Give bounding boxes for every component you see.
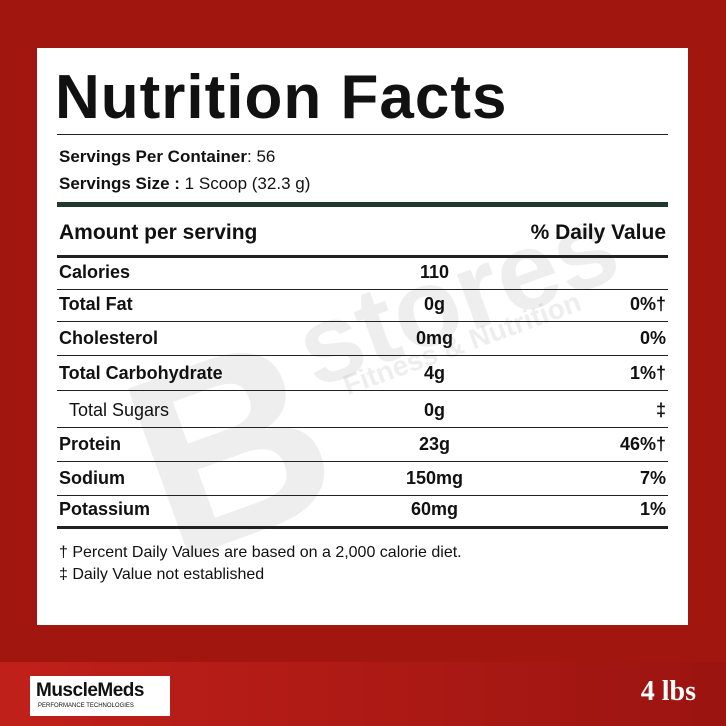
brand: MuscleMeds xyxy=(36,680,144,701)
daily-value: ‡ xyxy=(655,400,666,420)
nutrient-name: Sodium xyxy=(59,468,125,488)
rule xyxy=(57,526,668,529)
dv-header: % Daily Value xyxy=(530,221,666,244)
weight: 4 lbs xyxy=(640,676,696,707)
label: Servings Per Container xyxy=(59,147,248,166)
rule xyxy=(57,461,668,462)
nutrient-name: Total Fat xyxy=(59,294,133,314)
footnote: ‡ Daily Value not established xyxy=(59,566,265,583)
title: Nutrition Facts xyxy=(55,63,508,132)
thick-rule xyxy=(57,202,668,207)
footnote: † Percent Daily Values are based on a 2,… xyxy=(59,544,462,561)
label: Servings Size : xyxy=(59,174,180,193)
brand-logo: MuscleMeds PERFORMANCE TECHNOLOGIES xyxy=(30,676,170,716)
value: 1 Scoop (32.3 g) xyxy=(184,174,311,193)
label-panel: B stores Fitness & Nutrition Nutrition F… xyxy=(37,48,688,625)
nutrient-amount: 0g xyxy=(423,294,445,314)
daily-value: 46%† xyxy=(619,434,666,454)
daily-value: 1% xyxy=(639,499,666,519)
rule xyxy=(57,495,668,496)
daily-value: 1%† xyxy=(629,363,666,383)
value: : 56 xyxy=(247,147,276,166)
nutrient-name: Total Carbohydrate xyxy=(59,363,223,383)
rule xyxy=(57,321,668,322)
rule xyxy=(57,255,668,258)
serving-size: Servings Size : 1 Scoop (32.3 g) xyxy=(59,174,310,194)
rule xyxy=(57,390,668,391)
nutrient-amount: 0mg xyxy=(415,328,453,348)
rule xyxy=(57,355,668,356)
nutrient-amount: 110 xyxy=(419,262,450,282)
daily-value: 7% xyxy=(639,468,666,488)
daily-value: 0% xyxy=(639,328,666,348)
nutrient-amount: 60mg xyxy=(410,499,459,519)
rule xyxy=(57,289,668,290)
nutrient-amount: 150mg xyxy=(405,468,464,488)
nutrient-name: Calories xyxy=(59,262,131,282)
servings-per-container: Servings Per Container: 56 xyxy=(59,147,275,167)
nutrient-amount: 23g xyxy=(418,434,451,454)
nutrient-name: Cholesterol xyxy=(59,328,159,348)
nutrient-name: Potassium xyxy=(59,499,151,519)
nutrient-amount: 0g xyxy=(423,400,445,420)
daily-value: 0%† xyxy=(629,294,666,314)
brand-tagline: PERFORMANCE TECHNOLOGIES xyxy=(38,703,134,709)
rule xyxy=(57,427,668,428)
nutrient-amount: 4g xyxy=(423,363,445,383)
nutrient-name: Protein xyxy=(59,434,122,454)
amount-header: Amount per serving xyxy=(59,221,258,244)
nutrient-name: Total Sugars xyxy=(69,400,170,420)
rule xyxy=(57,134,668,135)
